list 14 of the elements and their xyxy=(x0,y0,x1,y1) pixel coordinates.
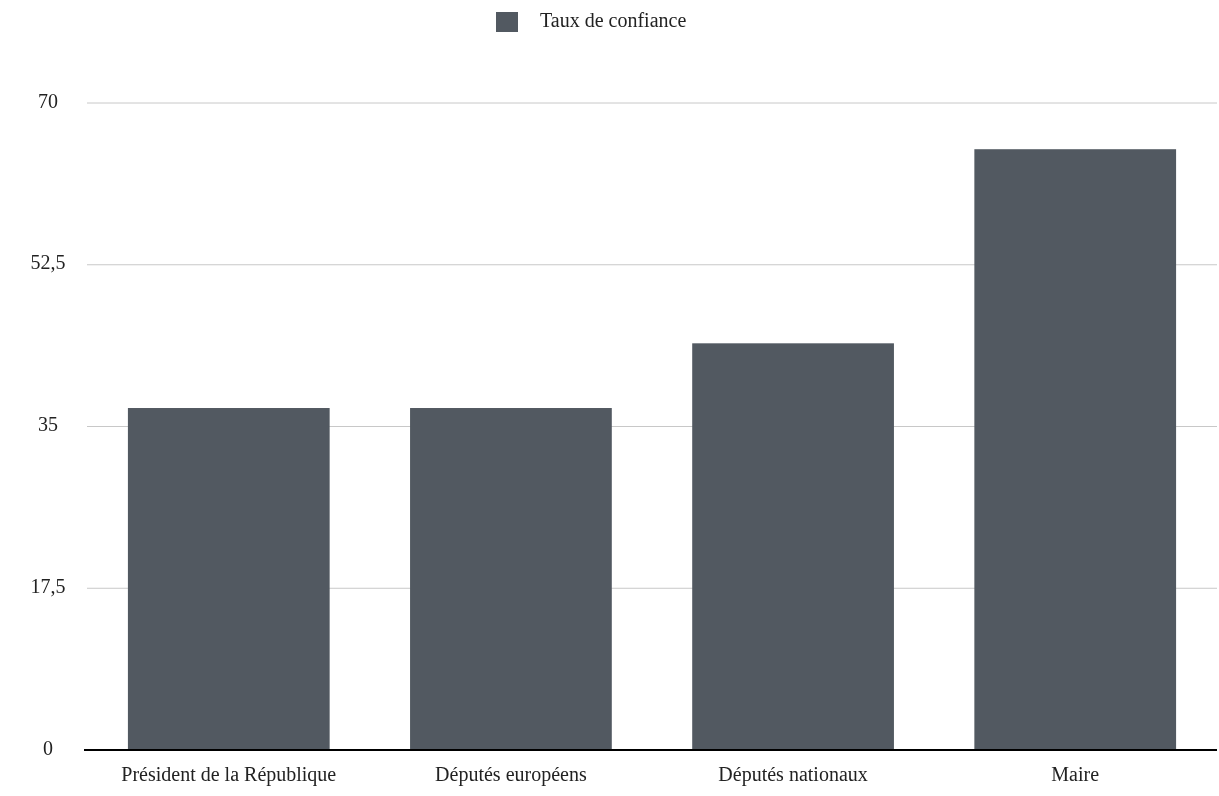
bar xyxy=(974,149,1177,750)
y-tick-label: 0 xyxy=(43,736,53,759)
y-tick-label: 17,5 xyxy=(30,574,66,597)
bar xyxy=(410,408,612,750)
bar xyxy=(692,343,894,750)
x-tick-label: Députés européens xyxy=(435,762,587,786)
y-tick-label: 52,5 xyxy=(30,251,66,274)
bar xyxy=(127,408,330,750)
x-tick-label: Députés nationaux xyxy=(718,762,868,786)
y-tick-label: 35 xyxy=(38,413,58,436)
x-tick-label: Président de la République xyxy=(121,762,337,786)
y-tick-label: 70 xyxy=(38,89,58,112)
x-tick-label: Maire xyxy=(1051,762,1100,785)
legend-label: Taux de confiance xyxy=(540,8,687,31)
